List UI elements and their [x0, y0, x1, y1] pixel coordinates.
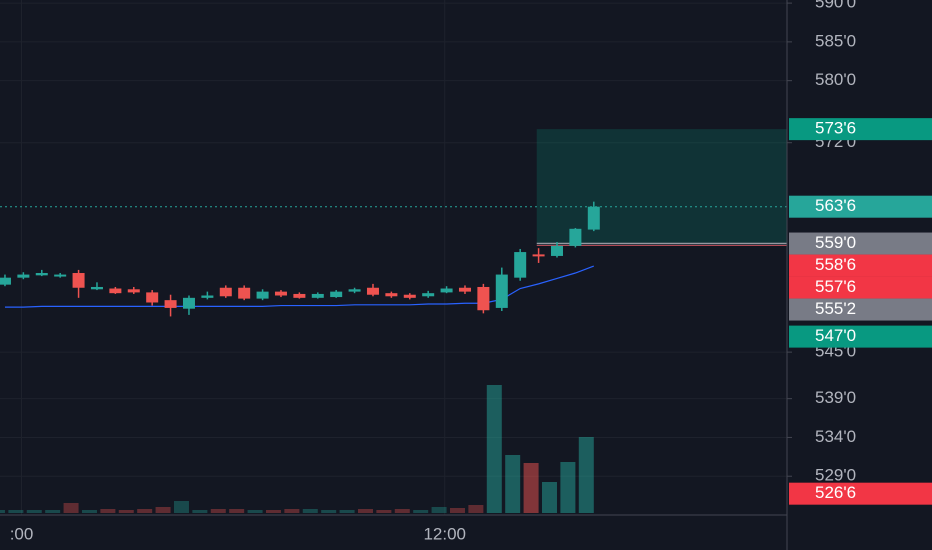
candle-body — [440, 288, 453, 293]
volume-bar — [210, 509, 226, 513]
candle-body — [587, 206, 600, 230]
volume-bar — [541, 482, 557, 513]
candle-body — [550, 245, 563, 256]
volume-bar — [26, 510, 42, 513]
volume-bar — [468, 505, 484, 513]
candle-body — [17, 274, 30, 278]
candle-body — [403, 294, 416, 298]
candle-body — [164, 300, 177, 308]
volume-bar — [192, 510, 208, 513]
candle-body — [201, 295, 214, 298]
y-tick-label: 590'0 — [815, 0, 856, 12]
price-label: 526'6 — [815, 483, 856, 502]
candle-body — [293, 293, 306, 298]
volume-bar — [321, 510, 337, 513]
candle-body — [72, 273, 85, 288]
volume-bar — [100, 509, 116, 513]
candle-body — [458, 287, 471, 292]
candle-body — [109, 288, 122, 294]
candle-body — [256, 291, 269, 299]
candle-body — [348, 289, 361, 292]
volume-bar — [523, 463, 539, 513]
candle-body — [495, 274, 508, 308]
price-label-badge — [789, 325, 932, 348]
target-zone — [536, 129, 787, 244]
candle-body — [311, 293, 324, 298]
price-label-badge — [789, 298, 932, 321]
volume-bar — [173, 501, 189, 513]
candle-body — [532, 254, 545, 257]
volume-bar — [63, 503, 79, 513]
volume-bar — [8, 510, 24, 513]
candle-body — [35, 273, 48, 276]
candle-body — [274, 291, 287, 296]
price-label: 559'0 — [815, 233, 856, 252]
y-tick-label: 585'0 — [815, 31, 856, 50]
price-label: 573'6 — [815, 119, 856, 138]
volume-bar — [302, 509, 318, 513]
candle-body — [54, 274, 67, 277]
price-label-badge — [789, 276, 932, 299]
y-tick-label: 539'0 — [815, 388, 856, 407]
price-label: 563'6 — [815, 196, 856, 215]
candle-body — [0, 277, 11, 285]
price-label: 557'6 — [815, 277, 856, 296]
volume-bar — [449, 508, 465, 513]
moving-average — [4, 265, 595, 308]
y-tick-label: 580'0 — [815, 70, 856, 89]
price-label-badge — [789, 482, 932, 505]
volume-bar — [155, 507, 171, 513]
candle-body — [238, 287, 251, 299]
price-label-badge — [789, 232, 932, 255]
volume-bar — [505, 455, 521, 513]
candle-body — [182, 297, 195, 309]
volume-bar — [431, 507, 447, 513]
candle-body — [330, 291, 343, 298]
price-label-badge — [789, 195, 932, 218]
candle-body — [422, 293, 435, 297]
candle-body — [219, 287, 232, 297]
x-tick-label: 12:00 — [423, 524, 466, 543]
volume-bar — [486, 385, 502, 513]
volume-bar — [339, 510, 355, 513]
candle-body — [90, 286, 103, 290]
volume-bar — [81, 510, 97, 513]
volume-bar — [118, 510, 134, 513]
price-label: 555'2 — [815, 299, 856, 318]
candle-body — [146, 292, 159, 303]
candle-body — [385, 293, 398, 297]
candle-body — [569, 228, 582, 246]
volume-bar — [560, 462, 576, 513]
volume-bar — [137, 509, 153, 513]
volume-bar — [578, 437, 594, 513]
volume-bar — [394, 509, 410, 513]
volume-bar — [265, 510, 281, 513]
volume-bar — [0, 510, 5, 513]
volume-bar — [413, 510, 429, 513]
candle-body — [366, 287, 379, 295]
price-label: 547'0 — [815, 326, 856, 345]
volume-bar — [284, 509, 300, 513]
y-tick-label: 534'0 — [815, 427, 856, 446]
volume-bar — [247, 510, 263, 513]
candle-body — [477, 286, 490, 311]
candle-body — [514, 252, 527, 278]
x-tick-label: :00 — [10, 524, 34, 543]
candle-body — [127, 289, 140, 293]
price-label: 558'6 — [815, 255, 856, 274]
volume-bar — [376, 510, 392, 513]
volume-bar — [229, 509, 245, 513]
volume-bar — [357, 509, 373, 513]
price-label-badge — [789, 254, 932, 277]
price-label-badge — [789, 118, 932, 141]
y-tick-label: 529'0 — [815, 466, 856, 485]
volume-bar — [45, 510, 61, 513]
